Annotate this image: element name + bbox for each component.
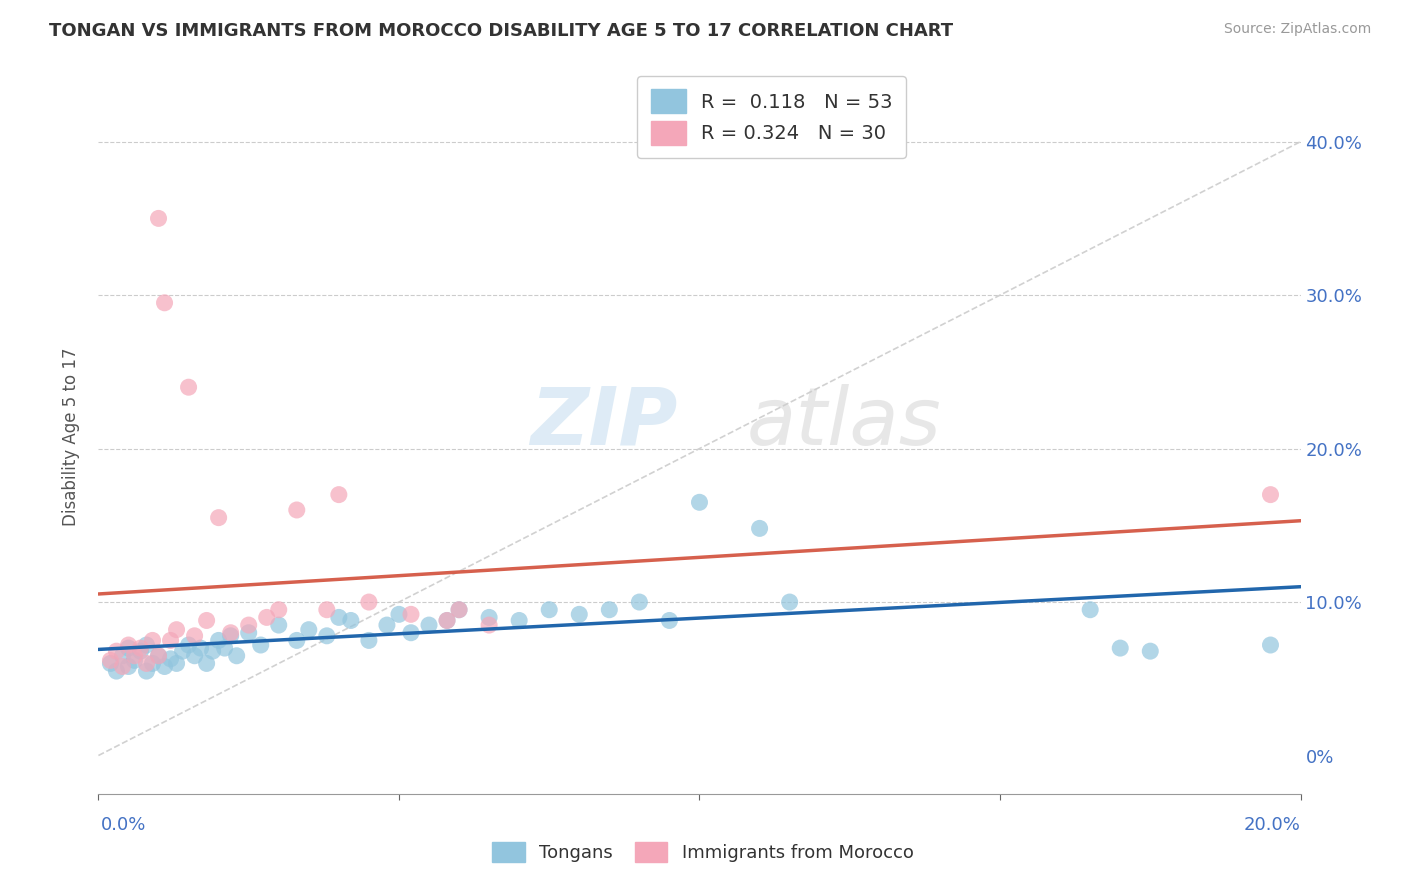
Point	[135, 664, 157, 678]
Point	[1260, 638, 1282, 652]
Point	[148, 211, 170, 226]
Point	[340, 614, 363, 628]
Point	[219, 629, 242, 643]
Text: TONGAN VS IMMIGRANTS FROM MOROCCO DISABILITY AGE 5 TO 17 CORRELATION CHART: TONGAN VS IMMIGRANTS FROM MOROCCO DISABI…	[49, 22, 953, 40]
Point	[219, 625, 242, 640]
Point	[779, 595, 801, 609]
Point	[135, 657, 157, 671]
Point	[418, 618, 440, 632]
Point	[399, 607, 422, 622]
Point	[658, 614, 681, 628]
Point	[538, 603, 561, 617]
Point	[399, 625, 422, 640]
Text: 0.0%: 0.0%	[101, 816, 146, 834]
Text: Source: ZipAtlas.com: Source: ZipAtlas.com	[1223, 22, 1371, 37]
Legend: R =  0.118   N = 53, R = 0.324   N = 30: R = 0.118 N = 53, R = 0.324 N = 30	[637, 76, 907, 158]
Point	[1078, 603, 1101, 617]
Point	[748, 521, 770, 535]
Point	[111, 659, 134, 673]
Point	[100, 653, 122, 667]
Point	[105, 664, 128, 678]
Point	[1139, 644, 1161, 658]
Point	[238, 618, 260, 632]
Point	[124, 648, 146, 663]
Point	[195, 614, 218, 628]
Point	[447, 603, 470, 617]
Point	[201, 644, 224, 658]
Point	[117, 659, 139, 673]
Point	[285, 503, 308, 517]
Point	[256, 610, 278, 624]
Y-axis label: Disability Age 5 to 17: Disability Age 5 to 17	[62, 348, 80, 526]
Point	[225, 648, 247, 663]
Point	[508, 614, 530, 628]
Point	[129, 644, 152, 658]
Point	[436, 614, 458, 628]
Point	[447, 603, 470, 617]
Point	[148, 648, 170, 663]
Point	[285, 633, 308, 648]
Point	[214, 641, 236, 656]
Point	[183, 629, 205, 643]
Point	[159, 633, 181, 648]
Point	[100, 657, 122, 671]
Point	[117, 638, 139, 652]
Point	[195, 657, 218, 671]
Point	[105, 644, 128, 658]
Point	[177, 380, 200, 394]
Point	[436, 614, 458, 628]
Point	[153, 659, 176, 673]
Point	[1260, 488, 1282, 502]
Point	[190, 641, 212, 656]
Point	[177, 638, 200, 652]
Point	[117, 641, 139, 656]
Point	[141, 633, 163, 648]
Point	[478, 618, 501, 632]
Point	[208, 633, 231, 648]
Point	[267, 603, 290, 617]
Text: atlas: atlas	[747, 384, 941, 462]
Point	[172, 644, 194, 658]
Point	[183, 648, 205, 663]
Point	[357, 633, 380, 648]
Point	[135, 638, 157, 652]
Text: 20.0%: 20.0%	[1244, 816, 1301, 834]
Point	[129, 641, 152, 656]
Point	[1109, 641, 1132, 656]
Legend: Tongans, Immigrants from Morocco: Tongans, Immigrants from Morocco	[485, 834, 921, 870]
Point	[328, 610, 350, 624]
Point	[328, 488, 350, 502]
Point	[689, 495, 711, 509]
Point	[375, 618, 398, 632]
Point	[249, 638, 271, 652]
Point	[298, 623, 321, 637]
Point	[357, 595, 380, 609]
Text: ZIP: ZIP	[530, 384, 678, 462]
Point	[628, 595, 651, 609]
Point	[111, 648, 134, 663]
Point	[124, 653, 146, 667]
Point	[315, 629, 337, 643]
Point	[598, 603, 620, 617]
Point	[238, 625, 260, 640]
Point	[388, 607, 411, 622]
Point	[148, 648, 170, 663]
Point	[568, 607, 591, 622]
Point	[478, 610, 501, 624]
Point	[153, 295, 176, 310]
Point	[208, 510, 231, 524]
Point	[315, 603, 337, 617]
Point	[166, 623, 188, 637]
Point	[166, 657, 188, 671]
Point	[141, 657, 163, 671]
Point	[267, 618, 290, 632]
Point	[159, 652, 181, 666]
